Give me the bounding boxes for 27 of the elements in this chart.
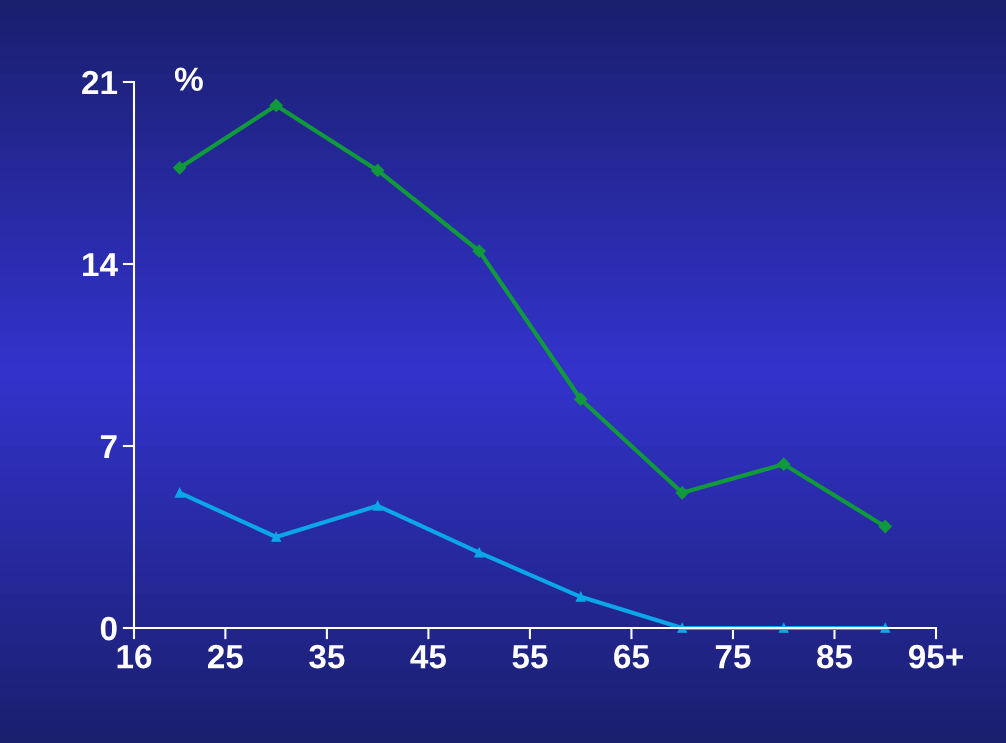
point [777,457,791,471]
y-tick-label: 0 [100,616,117,641]
y-tick-label: 14 [83,253,118,277]
x-tick-label: 55 [512,645,548,669]
point [472,244,486,258]
point [173,161,187,175]
point [174,487,185,498]
x-tick-label: 25 [207,644,243,669]
x-tick-label: 35 [309,644,345,669]
x-tick-label: 45 [410,645,447,669]
point [574,392,588,406]
point [474,547,485,558]
x-tick-label: 65 [614,644,650,669]
y-tick-label: 21 [82,70,118,95]
y-tick-label: 7 [100,435,117,459]
point [878,520,892,534]
x-tick-label: 85 [817,644,853,669]
x-tick-label: 16 [117,644,152,669]
point [271,532,281,542]
point [372,500,383,511]
x-tick-label: 95+ [908,644,963,669]
point [675,486,689,500]
point [269,98,283,112]
y-axis-title: % [174,67,203,91]
x-tick-label: 75 [715,645,751,669]
point [371,163,385,177]
point [575,591,586,602]
